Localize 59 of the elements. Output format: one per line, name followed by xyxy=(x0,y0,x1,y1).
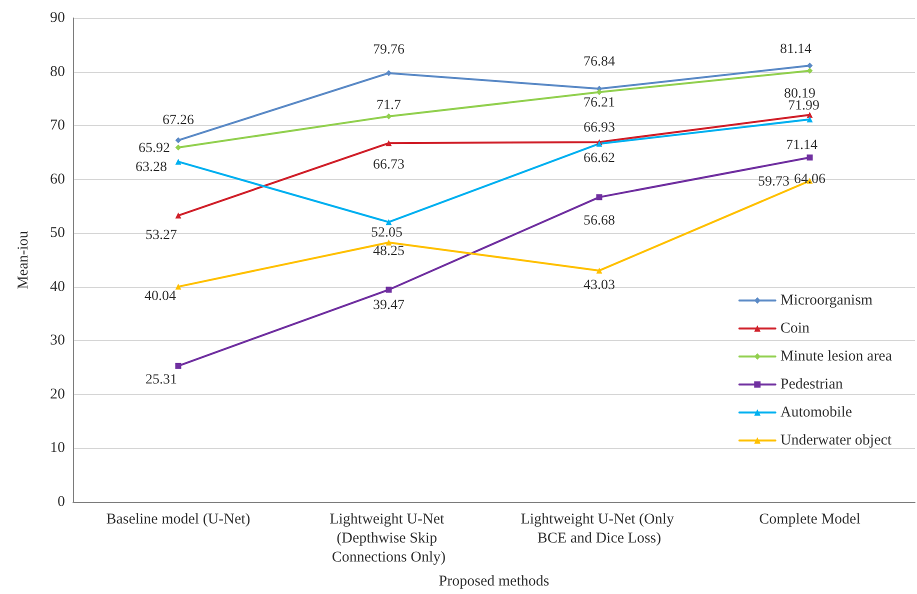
point xyxy=(175,362,182,369)
point xyxy=(596,268,602,274)
data-label: 48.25 xyxy=(373,244,404,260)
data-label: 39.47 xyxy=(373,298,404,314)
data-label: 81.14 xyxy=(780,42,812,58)
point xyxy=(175,158,182,165)
legend-label: Coin xyxy=(780,320,810,336)
legend-label: Pedestrian xyxy=(780,376,844,392)
data-label: 76.84 xyxy=(584,54,615,70)
y-tick-label: 50 xyxy=(50,225,65,242)
point xyxy=(386,219,392,226)
point xyxy=(175,144,182,150)
x-tick-label: Complete Model xyxy=(759,512,860,528)
legend-label: Underwater object xyxy=(780,432,892,448)
legend-label: Microorganism xyxy=(780,292,873,308)
data-label: 79.76 xyxy=(373,42,404,58)
data-label: 71.14 xyxy=(786,138,818,153)
y-tick-label: 40 xyxy=(50,278,65,295)
x-axis-title: Proposed methods xyxy=(438,574,550,590)
data-label: 76.21 xyxy=(584,96,615,111)
data-label: 52.05 xyxy=(371,226,402,241)
x-tick-label: Lightweight U-Net (Depthwise Skip Connections Only) xyxy=(330,512,448,566)
y-tick-label: 10 xyxy=(50,440,65,456)
data-label: 53.27 xyxy=(146,228,177,244)
data-label: 67.26 xyxy=(162,112,194,128)
point xyxy=(806,154,813,160)
point xyxy=(175,212,182,219)
point xyxy=(806,112,813,118)
point xyxy=(806,116,813,122)
point xyxy=(386,140,392,146)
data-label: 40.04 xyxy=(144,289,176,304)
data-label: 66.93 xyxy=(584,120,615,136)
y-tick-label: 90 xyxy=(50,10,65,26)
data-label: 59.73 xyxy=(758,174,790,190)
data-label: 25.31 xyxy=(146,372,177,388)
y-tick-label: 20 xyxy=(50,386,65,402)
legend-label: Minute lesion area xyxy=(780,348,892,364)
data-label: 64.06 xyxy=(794,172,826,187)
y-tick-label: 0 xyxy=(58,494,65,510)
point xyxy=(386,240,392,246)
y-tick-label: 60 xyxy=(50,171,65,188)
data-label: 71.7 xyxy=(376,98,401,113)
data-label: 65.92 xyxy=(138,140,170,156)
data-label: 66.73 xyxy=(373,158,404,173)
x-tick-label: Lightweight U-Net (Only BCE and Dice Loss) xyxy=(520,512,678,546)
point xyxy=(386,286,392,293)
legend-label: Automobile xyxy=(780,404,852,420)
data-label: 66.62 xyxy=(584,151,615,166)
point xyxy=(596,194,602,200)
point xyxy=(175,137,182,144)
point xyxy=(175,284,182,290)
y-tick-label: 80 xyxy=(50,64,65,80)
y-tick-label: 70 xyxy=(50,118,65,134)
y-axis-title: Mean-iou xyxy=(16,230,32,290)
data-label: 56.68 xyxy=(584,214,615,229)
data-label: 43.03 xyxy=(584,278,615,294)
x-tick-label: Baseline model (U-Net) xyxy=(106,512,250,528)
data-label: 63.28 xyxy=(136,160,167,176)
y-tick-label: 30 xyxy=(50,332,65,349)
